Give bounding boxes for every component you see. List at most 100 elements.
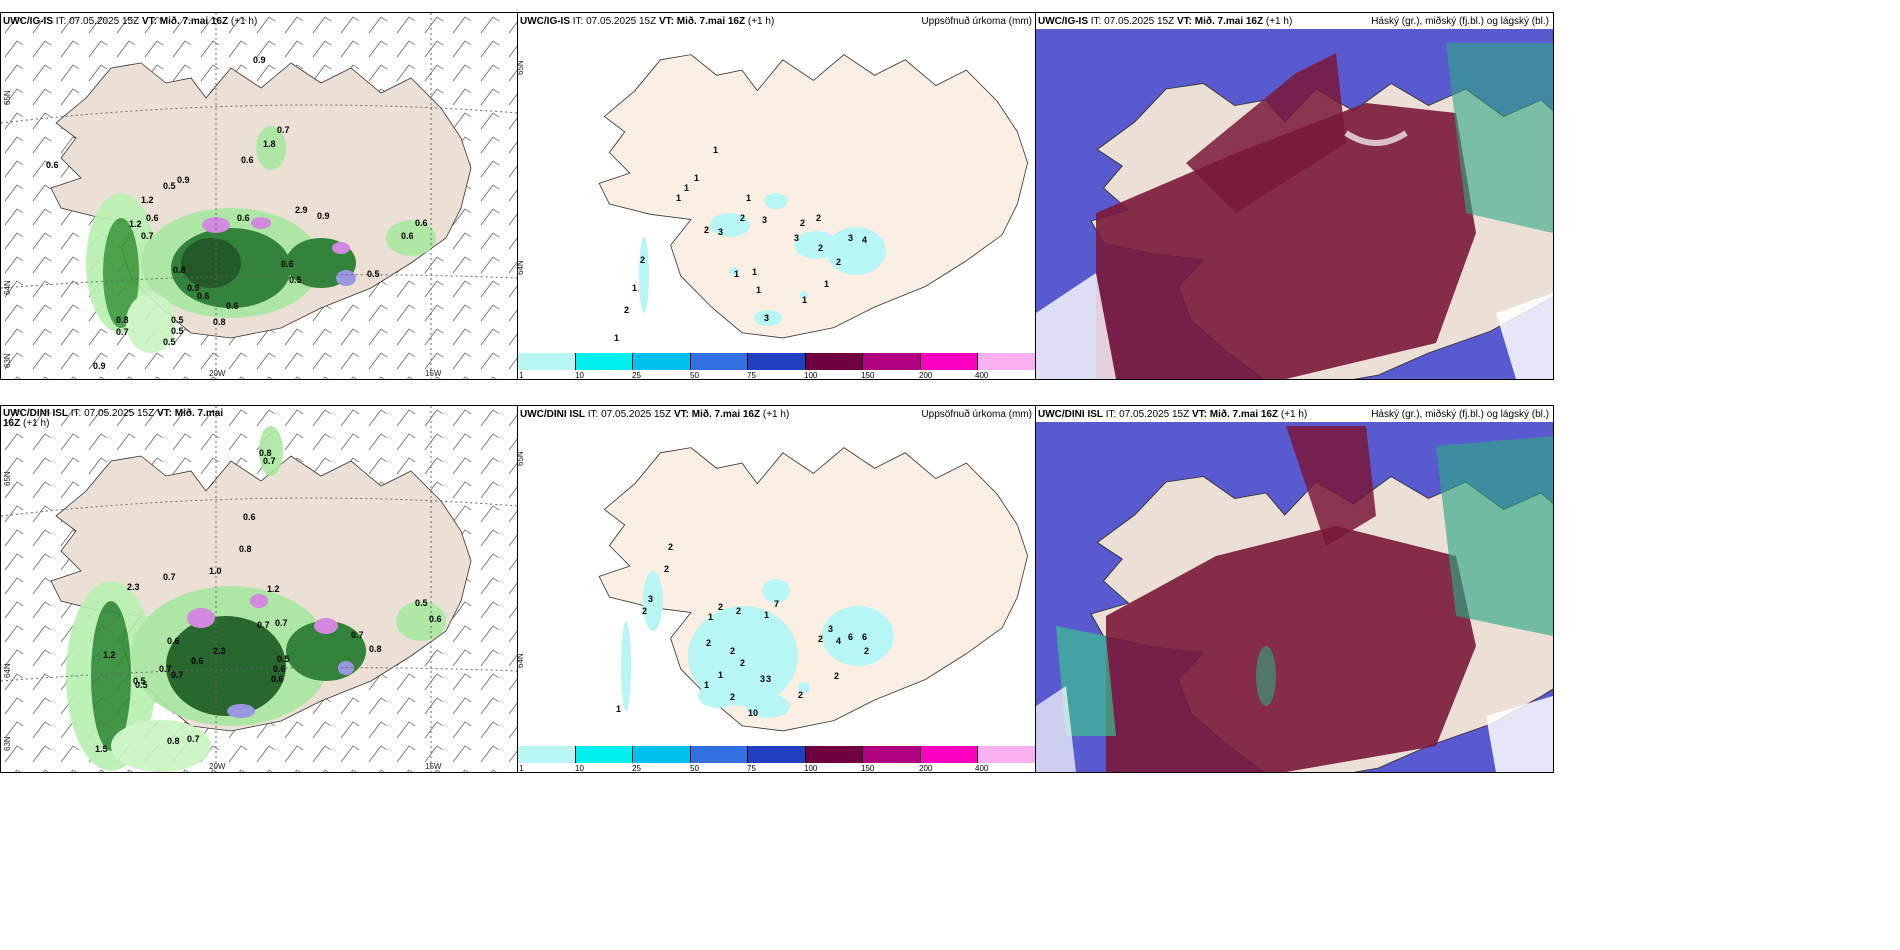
model-name: UWC/DINI ISL <box>520 409 585 420</box>
rain-label: 0.5 <box>171 326 184 336</box>
rain-label: 0.8 <box>167 736 180 746</box>
colorbar: 1 10 25 50 75 100 150 200 400 <box>518 353 1036 379</box>
rain-label: 2.3 <box>127 582 140 592</box>
rain-label: 0.6 <box>429 614 442 624</box>
precip-label: 1 <box>684 183 690 193</box>
precip-label: 1 <box>756 285 762 295</box>
precip-label: 3 <box>762 215 768 225</box>
colorbar-tick: 75 <box>747 371 756 380</box>
rain-label: 0.8 <box>116 315 129 325</box>
precip-label: 2 <box>706 638 712 648</box>
precip-label: 1 <box>708 612 714 622</box>
lat-label-64: 64N <box>3 280 12 295</box>
rain-label: 0.5 <box>367 269 380 279</box>
rain-label: 0.8 <box>369 644 382 654</box>
colorbar-tick: 50 <box>690 764 699 773</box>
precip-label: 3 <box>718 227 724 237</box>
rain-label: 0.6 <box>226 301 239 311</box>
colorbar-cell-6 <box>806 353 863 370</box>
rain-label: 0.5 <box>289 275 302 285</box>
precip-shading <box>86 126 436 353</box>
rain-label: 0.5 <box>415 598 428 608</box>
precip-label: 2 <box>816 213 822 223</box>
model-name: UWC/IG-IS <box>1038 16 1088 27</box>
colorbar-cell-9 <box>978 746 1036 763</box>
colorbar-cell-2 <box>576 746 633 763</box>
precip-label: 1 <box>746 193 752 203</box>
rain-label: 0.6 <box>281 259 294 269</box>
rain-label: 0.7 <box>163 572 176 582</box>
colorbar-tick: 50 <box>690 371 699 380</box>
panel-rain-wind-row2: UWC/DINI ISL IT: 07.05.2025 15Z VT: Mið.… <box>0 405 519 773</box>
rain-label: 0.7 <box>116 327 129 337</box>
rain-label: 0.9 <box>177 175 190 185</box>
precip-map <box>598 54 1029 339</box>
precip-label: 10 <box>748 708 759 718</box>
rain-label: 1.2 <box>103 650 116 660</box>
precip-label: 1 <box>734 269 740 279</box>
rain-label: 0.5 <box>171 315 184 325</box>
precip-label: 1 <box>632 283 638 293</box>
vt-label: VT: <box>1176 16 1192 27</box>
colorbar-cell-4 <box>691 746 748 763</box>
rain-label: 1.0 <box>209 566 222 576</box>
colorbar-cell-7 <box>863 746 921 763</box>
rain-label: 0.7 <box>141 231 154 241</box>
precip-label: 6 <box>848 632 854 642</box>
precip-label: 1 <box>752 267 758 277</box>
rain-label: 0.6 <box>415 218 428 228</box>
colorbar-cell-8 <box>921 746 978 763</box>
precip-label: 7 <box>774 599 780 609</box>
panel-title: UWC/IG-IS IT: 07.05.2025 15Z VT: Mið. 7.… <box>3 16 257 27</box>
lat-label-63: 63N <box>3 736 12 751</box>
colorbar-tick: 150 <box>861 764 875 773</box>
colorbar-cell-9 <box>978 353 1036 370</box>
panel-title: UWC/IG-IS IT: 07.05.2025 15Z VT: Mið. 7.… <box>1038 16 1293 27</box>
precip-label: 4 <box>862 235 868 245</box>
colorbar-tick: 400 <box>975 764 989 773</box>
rain-label: 0.7 <box>257 620 270 630</box>
colorbar-cell-5 <box>748 746 806 763</box>
rain-label: 0.7 <box>351 630 364 640</box>
rain-wind-map <box>1 406 518 772</box>
colorbar-cell-3 <box>633 746 691 763</box>
rain-label: 0.6 <box>273 664 286 674</box>
lead-time: (+1 h) <box>230 16 258 27</box>
precip-label: 2 <box>836 257 842 267</box>
precip-label: 2 <box>730 692 736 702</box>
rain-label: 0.6 <box>271 674 284 684</box>
colorbar-tick: 200 <box>919 371 933 380</box>
precip-label: 1 <box>614 333 620 343</box>
it-value: 07.05.2025 15Z <box>69 16 140 27</box>
cloud-title: Háský (gr.), miðský (fj.bl.) og lágský (… <box>1371 16 1549 27</box>
colorbar-cell-4 <box>691 353 748 370</box>
precip-label: 3 <box>648 594 654 604</box>
colorbar-cell-5 <box>748 353 806 370</box>
colorbar-tick: 10 <box>575 764 584 773</box>
lat-label-65: 65N <box>517 60 525 75</box>
rain-label: 0.6 <box>191 656 204 666</box>
precip-shading <box>639 193 886 326</box>
precip-label: 2 <box>834 671 840 681</box>
it-label: IT: <box>587 409 599 420</box>
rain-label: 0.6 <box>243 512 256 522</box>
colorbar-cell-7 <box>863 353 921 370</box>
lat-label-63: 63N <box>3 353 12 368</box>
precip-label: 1 <box>713 145 719 155</box>
precip-label: 2 <box>642 606 648 616</box>
lat-label-65: 65N <box>517 451 525 466</box>
precip-label: 1 <box>676 193 682 203</box>
rain-label: 0.7 <box>263 456 276 466</box>
rain-label: 0.6 <box>197 291 210 301</box>
rain-label: 0.8 <box>259 448 272 458</box>
precip-label: 1 <box>802 295 808 305</box>
precip-label: 2 <box>640 255 646 265</box>
vt-value: Mið. 7.mai 16Z <box>676 16 746 27</box>
precip-label: 3 <box>764 313 770 323</box>
panel-clouds-row1: UWC/IG-IS IT: 07.05.2025 15Z VT: Mið. 7.… <box>1035 12 1554 380</box>
rain-label: 0.8 <box>173 265 186 275</box>
precip-label: 2 <box>624 305 630 315</box>
precip-label: 2 <box>818 243 824 253</box>
precip-label: 2 <box>664 564 670 574</box>
rain-label: 0.6 <box>167 636 180 646</box>
